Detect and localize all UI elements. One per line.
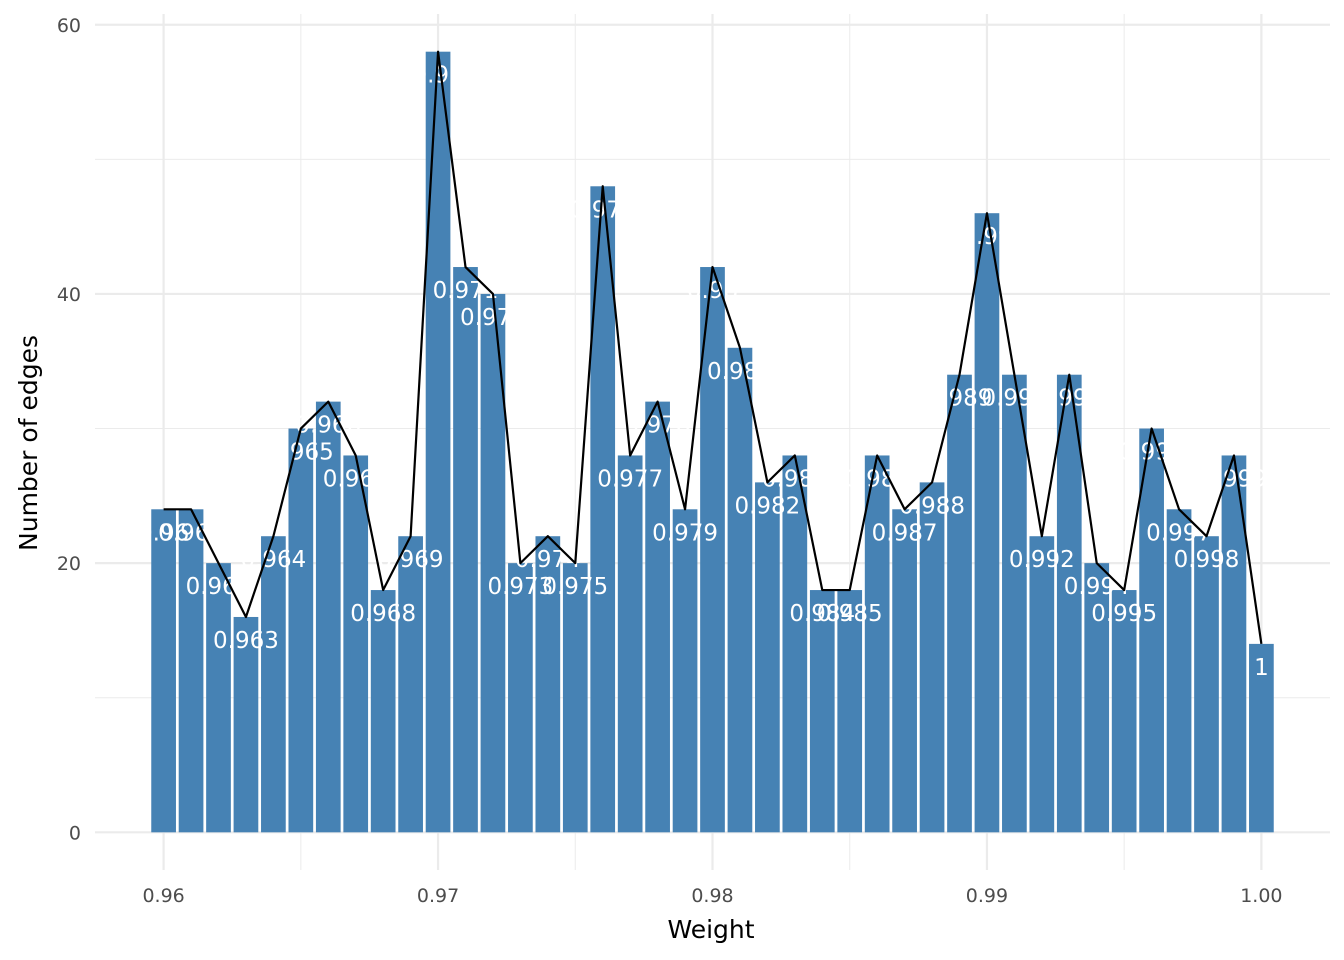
bar-value-label: 0.986 [844, 466, 910, 492]
bar-value-label: 0.978 [625, 413, 691, 439]
bar [782, 455, 808, 833]
bar [315, 401, 341, 833]
bar-value-label: 0.99 [961, 224, 1012, 250]
bar [809, 590, 835, 833]
bar-value-label: 0.997 [1146, 520, 1212, 546]
bar [453, 267, 478, 833]
x-tick-label: 0.97 [417, 885, 459, 907]
bar [1249, 643, 1274, 833]
bar-value-label: 0.969 [378, 547, 444, 573]
bar-value-label: 0.992 [1009, 547, 1075, 573]
bar-value-label: 0.967 [323, 466, 389, 492]
bar [178, 509, 204, 833]
bar-value-label: 0.985 [817, 601, 883, 627]
x-tick-label: 0.98 [691, 885, 733, 907]
bar-value-label: 0.98 [687, 278, 738, 304]
bar [370, 590, 396, 833]
bar [343, 455, 369, 833]
bar-value-label: 1 [1254, 655, 1269, 681]
bar-value-label: 0.965 [268, 440, 334, 466]
bar-value-label: 0.987 [872, 520, 938, 546]
bar [892, 509, 917, 833]
bar-value-label: 0.994 [1064, 574, 1130, 600]
bar [1194, 536, 1219, 833]
bar [974, 213, 1000, 833]
frequency-line-layer [163, 50, 1263, 645]
y-tick-label: 40 [57, 284, 81, 306]
frequency-line [163, 50, 1263, 645]
bar [672, 509, 698, 833]
bar [590, 186, 616, 833]
x-tick-label: 0.96 [142, 885, 184, 907]
bar [1002, 374, 1027, 833]
bar [837, 590, 863, 833]
bar-value-label: 0.975 [542, 574, 608, 600]
y-tick-label: 0 [69, 822, 81, 844]
bar [1084, 563, 1110, 833]
bar-value-label: 0.968 [350, 601, 416, 627]
bar [535, 536, 561, 833]
bar-value-label: 0.971 [433, 278, 499, 304]
bar [206, 563, 231, 833]
bar [261, 536, 286, 833]
bar [864, 455, 890, 833]
bar [233, 616, 259, 833]
x-tick-label: 1.00 [1240, 885, 1282, 907]
bar-value-label: 0.981 [707, 359, 773, 385]
bar-value-label: 0.983 [762, 466, 828, 492]
bar [425, 51, 451, 833]
bar [919, 482, 945, 833]
bar-value-label: 0.989 [927, 386, 993, 412]
bar-value-label: 0.963 [213, 628, 279, 654]
bar [562, 563, 588, 833]
bar [947, 374, 972, 833]
bar-value-label: 0.984 [789, 601, 855, 627]
bar [1029, 536, 1055, 833]
bar [508, 563, 533, 833]
bar-value-label: 0.998 [1174, 547, 1240, 573]
bar [1111, 590, 1137, 833]
bar-value-label: 0.999 [1201, 466, 1267, 492]
bar-value-label: 0.96 [138, 520, 189, 546]
bar [1166, 509, 1192, 833]
bar [1056, 374, 1082, 833]
bar-value-label: 0.991 [981, 386, 1047, 412]
y-axis-title: Number of edges [14, 335, 43, 551]
bar [727, 347, 753, 833]
axis-ticks: 0 20 40 60 0.96 0.97 0.98 0.99 1.00 [57, 15, 1283, 907]
bar [617, 455, 643, 833]
bar [755, 482, 780, 833]
bar-value-label: 0.996 [1119, 440, 1185, 466]
bar-value-label: 0.961 [158, 520, 224, 546]
bar-value-label: 0.982 [734, 493, 800, 519]
bar-value-label: 0.964 [240, 547, 306, 573]
bar [288, 428, 314, 833]
bar-value-label: 0.977 [597, 466, 663, 492]
bar-value-label: 0.974 [515, 547, 581, 573]
bar [151, 509, 176, 833]
bar-value-label: 0.993 [1036, 386, 1102, 412]
bar-value-label: 0.972 [460, 305, 526, 331]
bar-value-label: 0.988 [899, 493, 965, 519]
bar-value-label: 0.973 [487, 574, 553, 600]
y-tick-label: 20 [57, 553, 81, 575]
bar-value-label: 0.979 [652, 520, 718, 546]
bars [151, 51, 1274, 833]
x-tick-label: 0.99 [966, 885, 1008, 907]
bar-value-label: 0.962 [186, 574, 252, 600]
bar [1139, 428, 1164, 833]
bar [700, 267, 725, 833]
bar-value-label: 0.966 [295, 413, 361, 439]
x-axis-title: Weight [667, 915, 754, 944]
y-tick-label: 60 [57, 15, 81, 37]
bar [398, 536, 423, 833]
bar-value-label: 0.995 [1091, 601, 1157, 627]
bar-value-label: 0.976 [570, 197, 636, 223]
bar [645, 401, 670, 833]
